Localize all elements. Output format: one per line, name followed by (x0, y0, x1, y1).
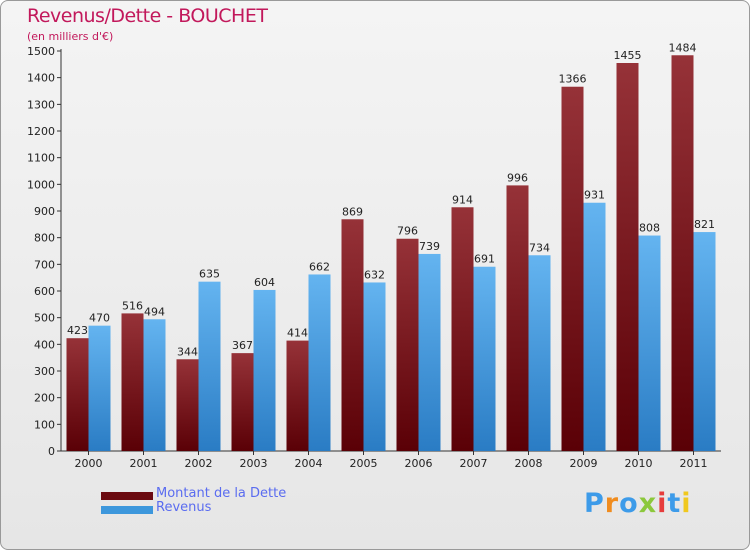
legend-swatch-revenus (101, 506, 153, 514)
data-label-dette: 869 (342, 205, 363, 218)
data-label-revenus: 470 (89, 312, 110, 325)
x-tick-label: 2005 (350, 457, 378, 470)
bar-dette (396, 238, 419, 451)
y-tick-label: 100 (34, 418, 55, 431)
bar-revenus (253, 289, 276, 451)
x-tick-label: 2002 (185, 457, 213, 470)
y-tick-label: 400 (34, 338, 55, 351)
y-tick-label: 500 (34, 312, 55, 325)
data-label-dette: 1455 (614, 49, 642, 62)
data-label-revenus: 604 (254, 276, 275, 289)
x-tick-label: 2011 (680, 457, 708, 470)
x-tick-label: 2001 (130, 457, 158, 470)
bar-revenus (638, 235, 661, 451)
data-label-revenus: 494 (144, 305, 165, 318)
bar-dette (671, 55, 694, 452)
data-label-dette: 367 (232, 339, 253, 352)
data-label-revenus: 739 (419, 240, 440, 253)
bar-dette (506, 185, 529, 451)
x-tick-label: 2007 (460, 457, 488, 470)
y-tick-label: 1500 (27, 45, 55, 58)
bar-dette (561, 86, 584, 451)
data-label-revenus: 691 (474, 253, 495, 266)
data-label-dette: 1484 (669, 41, 697, 54)
legend-label-dette: Montant de la Dette (156, 486, 287, 501)
y-tick-label: 900 (34, 205, 55, 218)
bar-revenus (308, 274, 331, 451)
y-tick-label: 600 (34, 285, 55, 298)
logo-letter: r (604, 488, 620, 519)
data-label-dette: 796 (397, 225, 418, 238)
x-tick-label: 2003 (240, 457, 268, 470)
x-tick-label: 2000 (75, 457, 103, 470)
y-tick-label: 300 (34, 365, 55, 378)
data-label-revenus: 734 (529, 241, 550, 254)
bar-dette (66, 338, 89, 451)
data-label-revenus: 821 (694, 218, 715, 231)
bar-revenus (583, 202, 606, 451)
legend-swatch-dette (101, 492, 153, 500)
data-label-revenus: 662 (309, 260, 330, 273)
bar-dette (341, 219, 364, 451)
y-tick-label: 1400 (27, 72, 55, 85)
data-label-revenus: 931 (584, 189, 605, 202)
bar-revenus (473, 266, 496, 451)
y-tick-label: 1000 (27, 178, 55, 191)
logo-letter: i (681, 488, 692, 519)
x-tick-label: 2010 (625, 457, 653, 470)
x-tick-label: 2004 (295, 457, 323, 470)
x-tick-label: 2008 (515, 457, 543, 470)
y-tick-label: 1200 (27, 125, 55, 138)
proxiti-logo: Proxiti (584, 488, 692, 519)
data-label-dette: 344 (177, 345, 198, 358)
logo-letter: o (619, 488, 639, 519)
y-tick-label: 1100 (27, 152, 55, 165)
bar-dette (231, 353, 254, 451)
x-axis: 2000 2001 2002 2003 2004 2005 2006 2007 2008 2009… (61, 450, 721, 470)
chart-title: Revenus/Dette - BOUCHET (27, 5, 268, 27)
y-tick-label: 1300 (27, 98, 55, 111)
y-tick-label: 200 (34, 392, 55, 405)
bar-revenus (528, 255, 551, 451)
x-tick-label: 2009 (570, 457, 598, 470)
logo-letter: t (667, 488, 682, 519)
bar-dette (286, 340, 309, 451)
data-label-dette: 914 (452, 193, 473, 206)
data-label-revenus: 632 (364, 268, 385, 281)
logo-letter: P (584, 488, 605, 519)
y-tick-label: 800 (34, 232, 55, 245)
bars (66, 55, 716, 452)
x-tick-label: 2006 (405, 457, 433, 470)
bar-revenus (88, 325, 111, 451)
y-tick-label: 700 (34, 258, 55, 271)
bar-revenus (363, 282, 386, 451)
legend-label-revenus: Revenus (156, 500, 212, 515)
bar-dette (451, 207, 474, 451)
data-label-dette: 996 (507, 171, 528, 184)
data-label-dette: 516 (122, 299, 143, 312)
bar-dette (616, 63, 639, 451)
bar-revenus (143, 319, 166, 451)
y-axis: 0 100 200 300 400 500 600 700 800 900 1000 1100 1200… (27, 45, 62, 458)
bar-dette (176, 359, 199, 451)
data-label-dette: 1366 (559, 73, 587, 86)
data-label-revenus: 808 (639, 222, 660, 235)
y-tick-label: 0 (48, 445, 55, 458)
data-label-dette: 414 (287, 327, 308, 340)
bar-revenus (418, 253, 441, 451)
chart-subtitle: (en milliers d'€) (27, 30, 114, 43)
bar-revenus (693, 232, 716, 451)
data-label-dette: 423 (67, 324, 88, 337)
bar-revenus (198, 281, 221, 451)
logo-letter: x (638, 488, 658, 519)
data-label-revenus: 635 (199, 268, 220, 281)
logo-letter: i (657, 488, 668, 519)
bar-dette (121, 313, 144, 451)
